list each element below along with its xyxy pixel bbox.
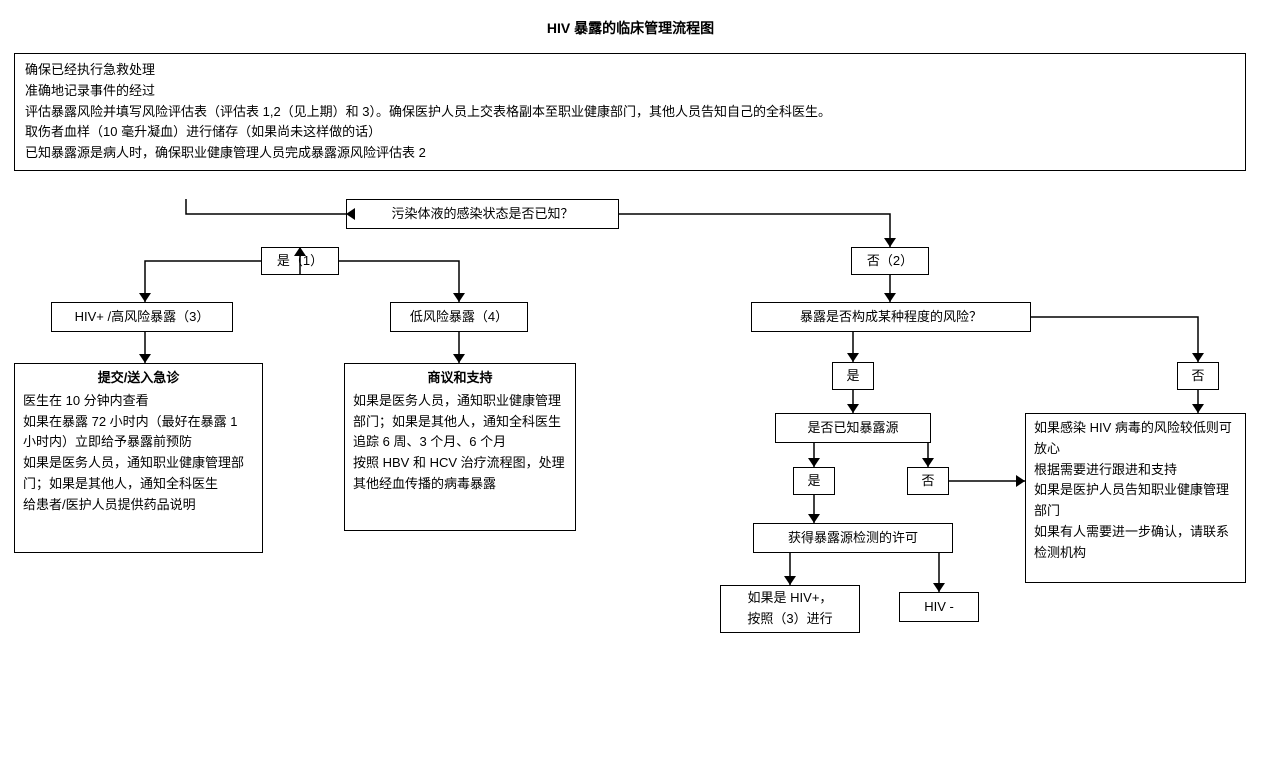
node-emergency: 提交/送入急诊 医生在 10 分钟内查看如果在暴露 72 小时内（最好在暴露 1… bbox=[14, 363, 263, 553]
node-yes-risk: 是 bbox=[832, 362, 874, 390]
node-get-permit: 获得暴露源检测的许可 bbox=[753, 523, 953, 553]
node-lowrisk-info: 如果感染 HIV 病毒的风险较低则可放心根据需要进行跟进和支持如果是医护人员告知… bbox=[1025, 413, 1246, 583]
consult-body: 如果是医务人员，通知职业健康管理部门；如果是其他人，通知全科医生追踪 6 周、3… bbox=[353, 393, 565, 491]
node-low-risk: 低风险暴露（4） bbox=[390, 302, 528, 332]
node-hiv-plus-high-risk: HIV+ /高风险暴露（3） bbox=[51, 302, 233, 332]
node-yes-1: 是（1） bbox=[261, 247, 339, 275]
node-infection-known: 污染体液的感染状态是否已知？ bbox=[346, 199, 619, 229]
intro-box: 确保已经执行急救处理准确地记录事件的经过评估暴露风险并填写风险评估表（评估表 1… bbox=[14, 53, 1246, 171]
chart-title: HIV 暴露的临床管理流程图 bbox=[0, 18, 1261, 38]
node-hiv-neg: HIV - bbox=[899, 592, 979, 622]
node-risk-degree: 暴露是否构成某种程度的风险？ bbox=[751, 302, 1031, 332]
node-source-known: 是否已知暴露源 bbox=[775, 413, 931, 443]
emergency-body: 医生在 10 分钟内查看如果在暴露 72 小时内（最好在暴露 1 小时内）立即给… bbox=[23, 393, 244, 512]
node-no-2: 否（2） bbox=[851, 247, 929, 275]
node-if-hiv-plus: 如果是 HIV+，按照（3）进行 bbox=[720, 585, 860, 633]
node-yes-source: 是 bbox=[793, 467, 835, 495]
node-consult: 商议和支持 如果是医务人员，通知职业健康管理部门；如果是其他人，通知全科医生追踪… bbox=[344, 363, 576, 531]
lowrisk-info-body: 如果感染 HIV 病毒的风险较低则可放心根据需要进行跟进和支持如果是医护人员告知… bbox=[1034, 420, 1232, 560]
node-no-source: 否 bbox=[907, 467, 949, 495]
node-no-risk: 否 bbox=[1177, 362, 1219, 390]
emergency-heading: 提交/送入急诊 bbox=[23, 368, 254, 389]
consult-heading: 商议和支持 bbox=[353, 368, 567, 389]
